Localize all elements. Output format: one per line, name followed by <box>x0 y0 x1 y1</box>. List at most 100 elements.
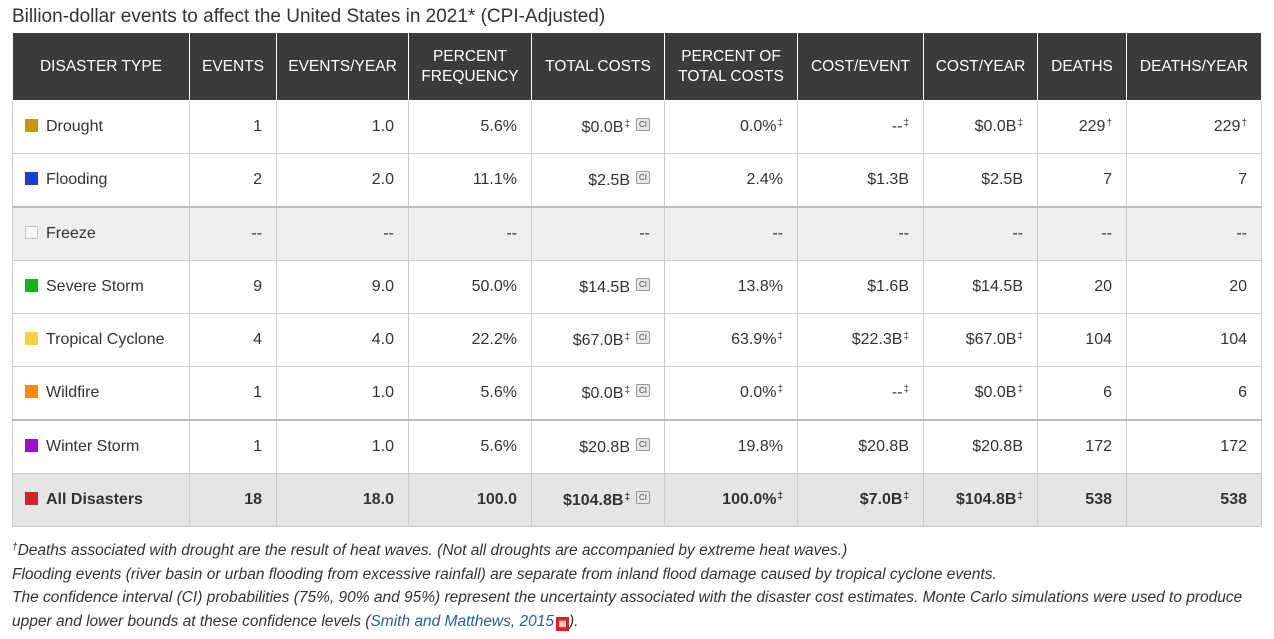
cell-value: -- <box>1236 225 1247 242</box>
header-events[interactable]: EVENTS <box>189 32 277 101</box>
cell-value: -- <box>639 225 650 242</box>
table-row: Winter Storm 1 1.0 5.6% $20.8B CI 19.8% $20.8B $… <box>12 419 1262 474</box>
ci-button[interactable]: CI <box>636 330 650 344</box>
cell-cost-year: $0.0B‡ <box>923 100 1038 154</box>
table-row: Wildfire 1 1.0 5.6% $0.0B‡ CI 0.0%‡ --‡ $0.0B‡ 6 6 <box>12 366 1262 421</box>
footnote-mark: ‡ <box>624 491 630 503</box>
cell-value: $20.8B <box>858 438 909 455</box>
cell-pct-total: -- <box>664 206 798 261</box>
cell-events-year: 2.0 <box>276 153 409 208</box>
cell-cost-event: $7.0B‡ <box>797 473 924 527</box>
footnote-mark: ‡ <box>777 331 783 342</box>
footnote-mark: ‡ <box>777 491 783 502</box>
cell-value: $67.0B <box>572 331 624 349</box>
footnote-mark: † <box>1241 118 1247 129</box>
cell-total: $2.5B CI <box>531 153 665 208</box>
cell-value: $0.0B <box>974 384 1017 401</box>
header-deaths[interactable]: DEATHS <box>1037 32 1127 101</box>
pdf-icon[interactable]: ▤ <box>555 616 569 631</box>
cell-cost-year: -- <box>923 206 1038 261</box>
cell-deaths-year: -- <box>1126 206 1262 261</box>
footnote-mark: † <box>1106 118 1112 129</box>
table-row: All Disasters 18 18.0 100.0 $104.8B‡ CI 100.0%… <box>12 473 1262 527</box>
cell-value: $14.5B <box>579 278 630 296</box>
cell-value: $1.3B <box>867 171 909 188</box>
cell-deaths: -- <box>1037 206 1127 261</box>
ci-button[interactable]: CI <box>636 277 650 291</box>
cell-cost-year: $2.5B <box>923 153 1038 208</box>
disaster-type-label: Wildfire <box>46 384 100 401</box>
cell-pct-freq: 5.6% <box>408 100 532 154</box>
header-cost-year[interactable]: COST/YEAR <box>923 32 1038 101</box>
cell-total: $0.0B‡ CI <box>531 100 665 154</box>
ci-button[interactable]: CI <box>636 383 650 397</box>
cell-value: 22.2% <box>471 331 517 348</box>
cell-cost-year: $14.5B <box>923 260 1038 314</box>
cell-deaths-year: 20 <box>1126 260 1262 314</box>
cell-value: 1.0 <box>371 118 394 135</box>
footnote-mark: ‡ <box>624 118 630 130</box>
cell-value: -- <box>891 384 903 401</box>
cell-value: 7 <box>1238 171 1247 188</box>
cell-value: 18.0 <box>362 491 394 508</box>
color-swatch-icon <box>25 492 38 505</box>
header-total-costs[interactable]: TOTAL COSTS <box>531 32 665 101</box>
cell-value: $0.0B <box>581 118 624 136</box>
color-swatch-icon <box>25 226 38 239</box>
cell-deaths-year: 6 <box>1126 366 1262 421</box>
smith-matthews-link[interactable]: Smith and Matthews, 2015 <box>370 612 554 630</box>
header-percent-total-costs[interactable]: PERCENT OF TOTAL COSTS <box>664 32 798 101</box>
cell-value: $2.5B <box>588 171 630 189</box>
cell-pct-freq: 22.2% <box>408 313 532 367</box>
cell-total: $0.0B‡ CI <box>531 366 665 421</box>
footnote-mark: ‡ <box>1017 118 1023 129</box>
cell-value: 5.6% <box>480 118 517 135</box>
ci-button[interactable]: CI <box>636 170 650 184</box>
cell-events-year: -- <box>276 206 409 261</box>
cell-value: 6 <box>1103 384 1112 401</box>
cell-value: 104 <box>1085 331 1112 348</box>
header-events-year[interactable]: EVENTS/YEAR <box>276 32 409 101</box>
ci-button[interactable]: CI <box>636 437 650 451</box>
cell-events-year: 1.0 <box>276 419 409 474</box>
cell-value: -- <box>891 118 903 135</box>
color-swatch-icon <box>25 119 38 132</box>
cell-value: 104 <box>1220 331 1247 348</box>
cell-events: 1 <box>189 419 277 474</box>
cell-value: 4.0 <box>371 331 394 348</box>
cell-value: 6 <box>1238 384 1247 401</box>
cell-deaths-year: 229† <box>1126 100 1262 154</box>
cell-pct-freq: 100.0 <box>408 473 532 527</box>
footnote-mark: ‡ <box>777 118 783 129</box>
cell-value: -- <box>251 225 262 242</box>
cell-value: -- <box>898 225 909 242</box>
cell-value: $14.5B <box>972 278 1023 295</box>
cell-events: 18 <box>189 473 277 527</box>
cell-value: 538 <box>1220 491 1247 508</box>
cell-events-year: 4.0 <box>276 313 409 367</box>
table-row: Freeze -- -- -- -- -- -- -- -- -- <box>12 206 1262 261</box>
cell-total: $67.0B‡ CI <box>531 313 665 367</box>
ci-button[interactable]: CI <box>636 117 650 131</box>
cell-pct-freq: 5.6% <box>408 419 532 474</box>
cell-value: -- <box>772 225 783 242</box>
header-cost-event[interactable]: COST/EVENT <box>797 32 924 101</box>
cell-value: 7 <box>1103 171 1112 188</box>
disaster-type-label: Severe Storm <box>46 278 144 295</box>
cell-total: $14.5B CI <box>531 260 665 314</box>
cell-value: 229 <box>1213 118 1241 135</box>
cell-value: 2.0 <box>371 171 394 188</box>
footnote-mark: ‡ <box>777 384 783 395</box>
header-disaster-type[interactable]: DISASTER TYPE <box>12 32 190 101</box>
cell-value: -- <box>506 225 517 242</box>
cell-disaster-type: All Disasters <box>12 473 190 527</box>
header-deaths-year[interactable]: DEATHS/YEAR <box>1126 32 1262 101</box>
cell-events-year: 1.0 <box>276 366 409 421</box>
cell-events: -- <box>189 206 277 261</box>
header-percent-frequency[interactable]: PERCENT FREQUENCY <box>408 32 532 101</box>
cell-events: 1 <box>189 100 277 154</box>
cell-value: 172 <box>1085 438 1112 455</box>
disaster-table: DISASTER TYPE EVENTS EVENTS/YEAR PERCENT… <box>12 32 1262 527</box>
ci-button[interactable]: CI <box>636 490 650 504</box>
cell-cost-year: $0.0B‡ <box>923 366 1038 421</box>
